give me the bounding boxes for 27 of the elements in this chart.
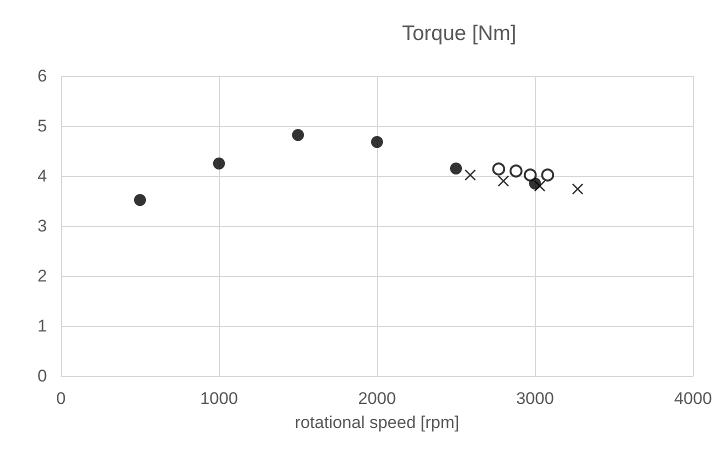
y-tick-label: 5 [38, 116, 47, 136]
x-tick-label: 1000 [200, 389, 238, 408]
y-tick-label: 1 [38, 316, 47, 336]
point [213, 158, 225, 170]
y-tick-label: 6 [38, 66, 47, 86]
x-tick-label: 0 [56, 389, 66, 408]
point [371, 136, 383, 148]
x-axis-title: rotational speed [rpm] [294, 413, 460, 432]
x-tick-label: 3000 [516, 389, 554, 408]
point [524, 168, 537, 182]
y-tick-label: 0 [38, 366, 47, 386]
point [534, 180, 546, 192]
point [464, 169, 476, 181]
x-tick-label: 2000 [358, 389, 396, 408]
point [134, 194, 146, 206]
y-tick-label: 4 [38, 166, 47, 186]
point [572, 183, 584, 195]
point [492, 162, 506, 176]
point [498, 175, 510, 187]
point [510, 164, 523, 178]
x-tick-label: 4000 [674, 389, 712, 408]
chart-title: Torque [Nm] [402, 22, 516, 45]
point [292, 129, 304, 141]
point [541, 168, 554, 182]
y-tick-label: 3 [38, 216, 47, 236]
point [450, 162, 462, 174]
y-tick-label: 2 [38, 266, 47, 286]
